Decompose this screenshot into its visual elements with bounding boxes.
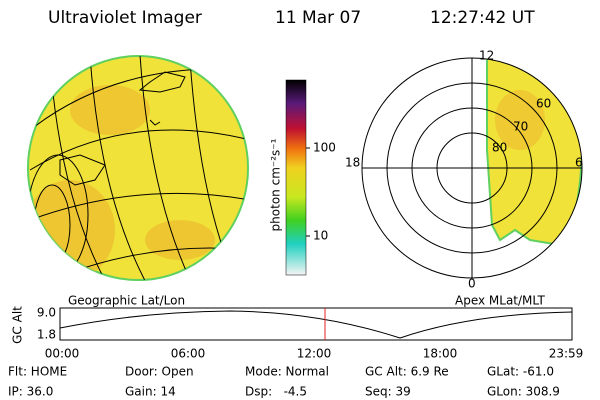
colorbar-tick-label: 100 xyxy=(313,141,336,155)
mlt-label: 0 xyxy=(468,277,476,291)
colorbar xyxy=(285,79,307,276)
left-panel-label: Geographic Lat/Lon xyxy=(68,294,185,308)
date: 11 Mar 07 xyxy=(275,8,361,28)
colorbar-tick-label: 10 xyxy=(313,229,328,243)
footer: Flt: HOME Door: Open Mode: Normal GC Alt: 6… xyxy=(8,365,560,399)
mlt-label: 18 xyxy=(345,156,360,170)
timeline-xtick: 12:00 xyxy=(297,347,332,361)
timeline-axis-label: GC Alt xyxy=(11,306,25,344)
timeline-xtick: 06:00 xyxy=(171,347,206,361)
footer-field: Dsp: -4.5 xyxy=(245,385,307,399)
timeline-xtick: 23:59 xyxy=(549,347,584,361)
mlt-label: 12 xyxy=(479,49,494,63)
footer-field: GC Alt: 6.9 Re xyxy=(365,365,449,379)
polar-plot xyxy=(361,57,583,279)
footer-field: GLon: 308.9 xyxy=(487,385,560,399)
footer-field: Seq: 39 xyxy=(365,385,411,399)
footer-field: IP: 36.0 xyxy=(8,385,53,399)
time: 12:27:42 UT xyxy=(430,8,535,28)
altitude-plot xyxy=(59,307,573,341)
colorbar-label: photon cm⁻²s⁻¹ xyxy=(269,138,283,231)
lat-label: 60 xyxy=(536,97,551,111)
timeline-ytick: 9.0 xyxy=(37,306,56,320)
footer-field: Door: Open xyxy=(125,365,194,379)
mlt-label: 6 xyxy=(575,156,583,170)
footer-field: GLat: -61.0 xyxy=(487,365,554,379)
lat-label: 70 xyxy=(513,120,528,134)
title: Ultraviolet Imager xyxy=(48,8,202,28)
globe-image xyxy=(27,55,249,281)
timeline-ytick: 1.8 xyxy=(37,328,56,342)
footer-field: Flt: HOME xyxy=(8,365,67,379)
footer-field: Mode: Normal xyxy=(245,365,329,379)
timeline-xtick: 00:00 xyxy=(45,347,80,361)
timeline-xtick: 18:00 xyxy=(423,347,458,361)
right-panel-label: Apex MLat/MLT xyxy=(455,294,545,308)
footer-field: Gain: 14 xyxy=(125,385,176,399)
lat-label: 80 xyxy=(492,141,507,155)
